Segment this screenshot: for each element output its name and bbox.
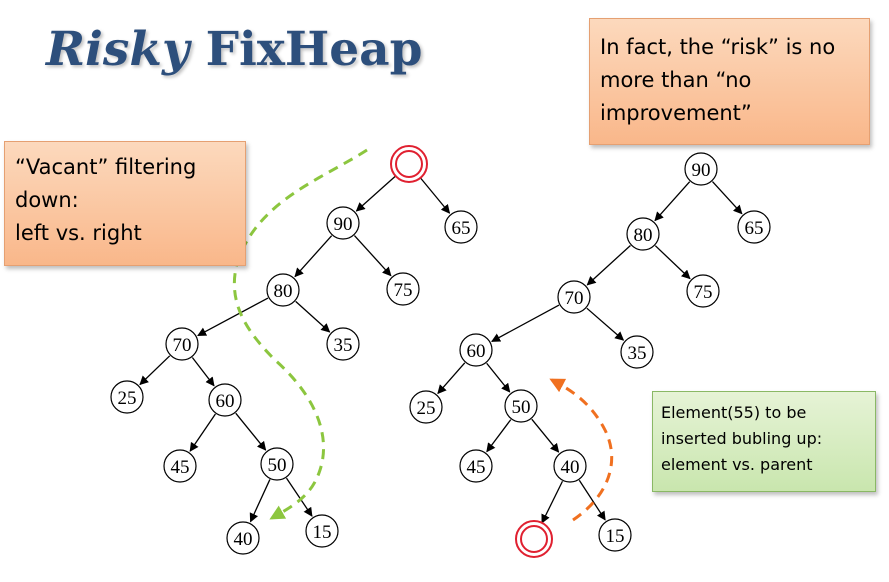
node-label: 45 (171, 457, 190, 478)
title-italic: Risky (46, 22, 190, 77)
tree-edge (353, 235, 392, 277)
right-tree-node: 50 (504, 389, 538, 423)
node-label: 40 (561, 457, 580, 478)
tree-edge (139, 355, 171, 386)
node-label: 75 (694, 282, 713, 303)
tree-edge (419, 176, 451, 214)
tree-edge (711, 181, 743, 215)
node-label: 80 (634, 225, 653, 246)
callout-line: inserted bubling up: (661, 429, 823, 448)
callout-line: Element(55) to be (661, 403, 807, 422)
tree-edge (235, 412, 267, 451)
right-tree-node: 65 (737, 210, 771, 244)
node-label: 60 (467, 341, 486, 362)
tree-edge (541, 480, 564, 524)
left-tree-node: 25 (110, 380, 144, 414)
vacant-root-node (390, 145, 428, 183)
tree-edge (586, 244, 631, 286)
tree-edge (531, 418, 560, 453)
node-label: 70 (173, 335, 192, 356)
left-tree-node: 70 (165, 327, 199, 361)
node-label: 50 (268, 455, 287, 476)
tree-edge (295, 300, 331, 333)
left-tree-node: 90 (326, 206, 360, 240)
node-label: 40 (234, 529, 253, 550)
right-tree-node: 25 (409, 390, 443, 424)
callout-vacant-filtering: “Vacant” filtering down: left vs. right (4, 141, 246, 266)
left-tree-node: 50 (260, 447, 294, 481)
right-tree-node: 75 (686, 274, 720, 308)
title-main: FixHeap (205, 22, 423, 77)
node-label: 45 (467, 457, 486, 478)
tree-edge (285, 477, 313, 517)
node-label: 35 (628, 343, 647, 364)
tree-edge (486, 419, 512, 453)
left-tree-node: 35 (326, 327, 360, 361)
vacant-leaf-node (515, 520, 553, 558)
callout-line: down: (15, 188, 79, 212)
callout-line: improvement” (600, 101, 752, 125)
right-tree-node: 90 (684, 152, 718, 186)
node-label: 65 (452, 218, 471, 239)
callout-line: more than “no (600, 68, 752, 92)
tree-edge (197, 297, 269, 337)
node-label: 80 (274, 281, 293, 302)
tree-edge (249, 479, 271, 523)
node-label: 90 (692, 160, 711, 181)
callout-risk-note: In fact, the “risk” is no more than “no … (589, 18, 870, 145)
node-label: 15 (606, 526, 625, 547)
node-label: 25 (417, 398, 436, 419)
tree-edge (189, 413, 216, 452)
slide-title: Risky FixHeap (46, 22, 423, 77)
right-tree-node: 70 (557, 280, 591, 314)
node-label: 50 (512, 397, 531, 418)
node-label: 65 (745, 218, 764, 239)
node-label: 70 (565, 288, 584, 309)
tree-edges (139, 174, 743, 524)
tree-edge (355, 174, 397, 212)
callout-line: “Vacant” filtering (15, 155, 197, 179)
callout-element-bubbling: Element(55) to be inserted bubling up: e… (652, 391, 876, 492)
left-tree-node: 15 (305, 514, 339, 548)
left-tree-node: 80 (266, 273, 300, 307)
left-tree-node: 75 (386, 272, 420, 306)
node-label: 60 (216, 391, 235, 412)
node-label: 25 (118, 388, 137, 409)
left-tree-node: 65 (444, 210, 478, 244)
tree-edge (294, 235, 333, 278)
orange-bubble-up-arrow (549, 378, 614, 522)
tree-edge (486, 362, 511, 393)
node-label: 75 (394, 280, 413, 301)
tree-edge (654, 245, 691, 280)
right-tree-node: 45 (459, 449, 493, 483)
tree-edge (437, 362, 466, 395)
left-tree-node: 45 (163, 449, 197, 483)
node-label: 35 (334, 335, 353, 356)
left-tree-node: 40 (226, 521, 260, 555)
tree-edge (654, 181, 691, 222)
right-tree-node: 35 (620, 335, 654, 369)
node-label: 90 (334, 214, 353, 235)
right-tree-node: 60 (459, 333, 493, 367)
right-tree-node: 40 (553, 449, 587, 483)
callout-line: element vs. parent (661, 455, 813, 474)
right-tree-node: 15 (598, 518, 632, 552)
tree-edge (586, 307, 625, 341)
tree-nodes: 90 65 80 75 70 35 25 60 45 50 40 15 90 65 80 75 70 35 60 25… (110, 145, 771, 558)
tree-edge (191, 357, 215, 387)
callout-line: left vs. right (15, 221, 142, 245)
green-filter-down-arrow (232, 148, 368, 520)
tree-edge (491, 304, 560, 343)
left-tree-node: 60 (208, 383, 242, 417)
right-tree-node: 80 (626, 217, 660, 251)
callout-line: In fact, the “risk” is no (600, 35, 836, 59)
node-label: 15 (313, 522, 332, 543)
tree-edge (578, 479, 606, 521)
